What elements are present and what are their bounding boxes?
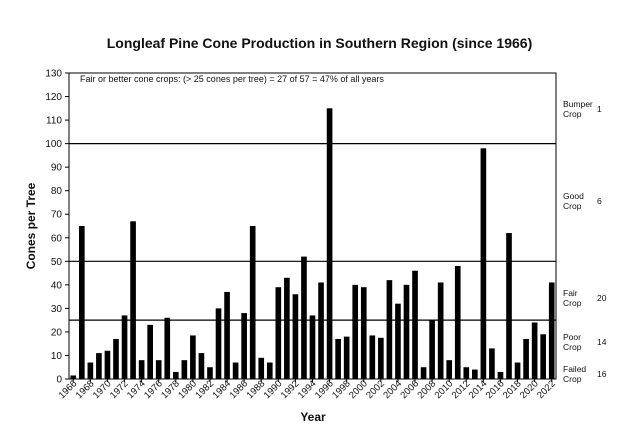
bar-1990 xyxy=(275,287,282,379)
bar-2004 xyxy=(395,303,401,379)
bar-1970 xyxy=(104,350,111,379)
y-tick-label: 90 xyxy=(51,163,63,174)
bar-1969 xyxy=(96,353,102,379)
bar-1993 xyxy=(301,256,307,379)
bar-1967 xyxy=(78,226,85,379)
crop-category-count: 16 xyxy=(597,369,607,379)
bar-2001 xyxy=(369,335,376,379)
bar-2010 xyxy=(446,360,453,379)
crop-category-label: Fair Crop xyxy=(563,288,582,308)
crop-category-label: Poor Crop xyxy=(563,332,582,352)
bar-1980 xyxy=(190,335,196,379)
y-tick-label: 100 xyxy=(45,139,62,150)
y-tick-label: 70 xyxy=(51,210,63,221)
bar-1985 xyxy=(232,362,239,379)
crop-category-count: 6 xyxy=(597,196,602,206)
bar-2022 xyxy=(548,282,555,379)
y-tick-label: 10 xyxy=(51,351,63,362)
bar-2007 xyxy=(420,367,427,379)
bar-2013 xyxy=(472,369,478,379)
y-tick-label: 130 xyxy=(45,69,62,80)
bar-2000 xyxy=(360,287,367,379)
bar-1992 xyxy=(292,294,299,379)
bar-1994 xyxy=(309,315,316,379)
bar-2008 xyxy=(429,320,435,379)
bar-1968 xyxy=(87,362,94,379)
bar-2019 xyxy=(523,338,529,379)
y-tick-label: 80 xyxy=(51,186,63,197)
bar-1984 xyxy=(224,291,230,379)
bar-2018 xyxy=(514,362,521,379)
y-tick-label: 0 xyxy=(56,375,62,386)
bar-1998 xyxy=(343,336,350,379)
bar-2006 xyxy=(412,270,418,379)
bar-2011 xyxy=(454,266,461,379)
y-tick-label: 120 xyxy=(45,92,62,103)
bar-1989 xyxy=(266,362,273,379)
bar-1978 xyxy=(172,371,179,379)
y-tick-label: 110 xyxy=(46,116,62,127)
bar-1973 xyxy=(130,221,136,379)
bar-1983 xyxy=(215,308,222,379)
bar-2012 xyxy=(463,367,470,379)
bar-2015 xyxy=(489,348,495,379)
x-axis-title: Year xyxy=(300,410,326,424)
bar-2014 xyxy=(480,148,487,379)
crop-category-count: 1 xyxy=(597,104,602,114)
crop-category-label: Good Crop xyxy=(563,191,584,211)
bar-1976 xyxy=(155,360,162,379)
bar-1986 xyxy=(241,313,247,379)
crop-category-label: Bumper Crop xyxy=(563,99,593,119)
bar-1997 xyxy=(335,338,341,379)
bar-1982 xyxy=(207,367,213,379)
bar-1971 xyxy=(113,338,119,379)
bar-1972 xyxy=(121,315,128,379)
bar-1977 xyxy=(164,317,171,379)
crop-category-count: 14 xyxy=(597,337,607,347)
bar-1974 xyxy=(138,360,145,379)
y-tick-label: 60 xyxy=(51,233,63,244)
bar-1999 xyxy=(352,284,359,379)
bar-2005 xyxy=(403,284,410,379)
bar-2003 xyxy=(386,280,393,379)
bar-1966 xyxy=(70,375,77,379)
bar-2016 xyxy=(497,371,504,379)
bar-1981 xyxy=(198,353,205,379)
bar-2021 xyxy=(540,334,547,379)
bar-1988 xyxy=(258,357,265,379)
x-tick-label: 2022 xyxy=(535,378,558,401)
bar-2009 xyxy=(437,282,444,379)
crop-category-label: Failed Crop xyxy=(563,364,586,384)
crop-category-count: 20 xyxy=(597,293,607,303)
y-tick-label: 20 xyxy=(51,327,63,338)
bar-2002 xyxy=(378,337,384,379)
bar-2017 xyxy=(506,233,512,379)
bar-1987 xyxy=(249,226,256,379)
bar-1995 xyxy=(318,282,324,379)
bar-1996 xyxy=(326,108,333,380)
bar-1975 xyxy=(147,324,153,379)
y-tick-label: 40 xyxy=(51,280,63,291)
summary-annotation: Fair or better cone crops: (> 25 cones p… xyxy=(80,74,384,84)
chart-title: Longleaf Pine Cone Production in Souther… xyxy=(106,35,533,51)
y-tick-label: 30 xyxy=(51,304,63,315)
bar-2020 xyxy=(531,322,538,379)
bar-1979 xyxy=(181,360,188,379)
y-tick-label: 50 xyxy=(51,257,63,268)
bar-1991 xyxy=(284,277,290,379)
y-axis-title: Cones per Tree xyxy=(24,182,38,269)
